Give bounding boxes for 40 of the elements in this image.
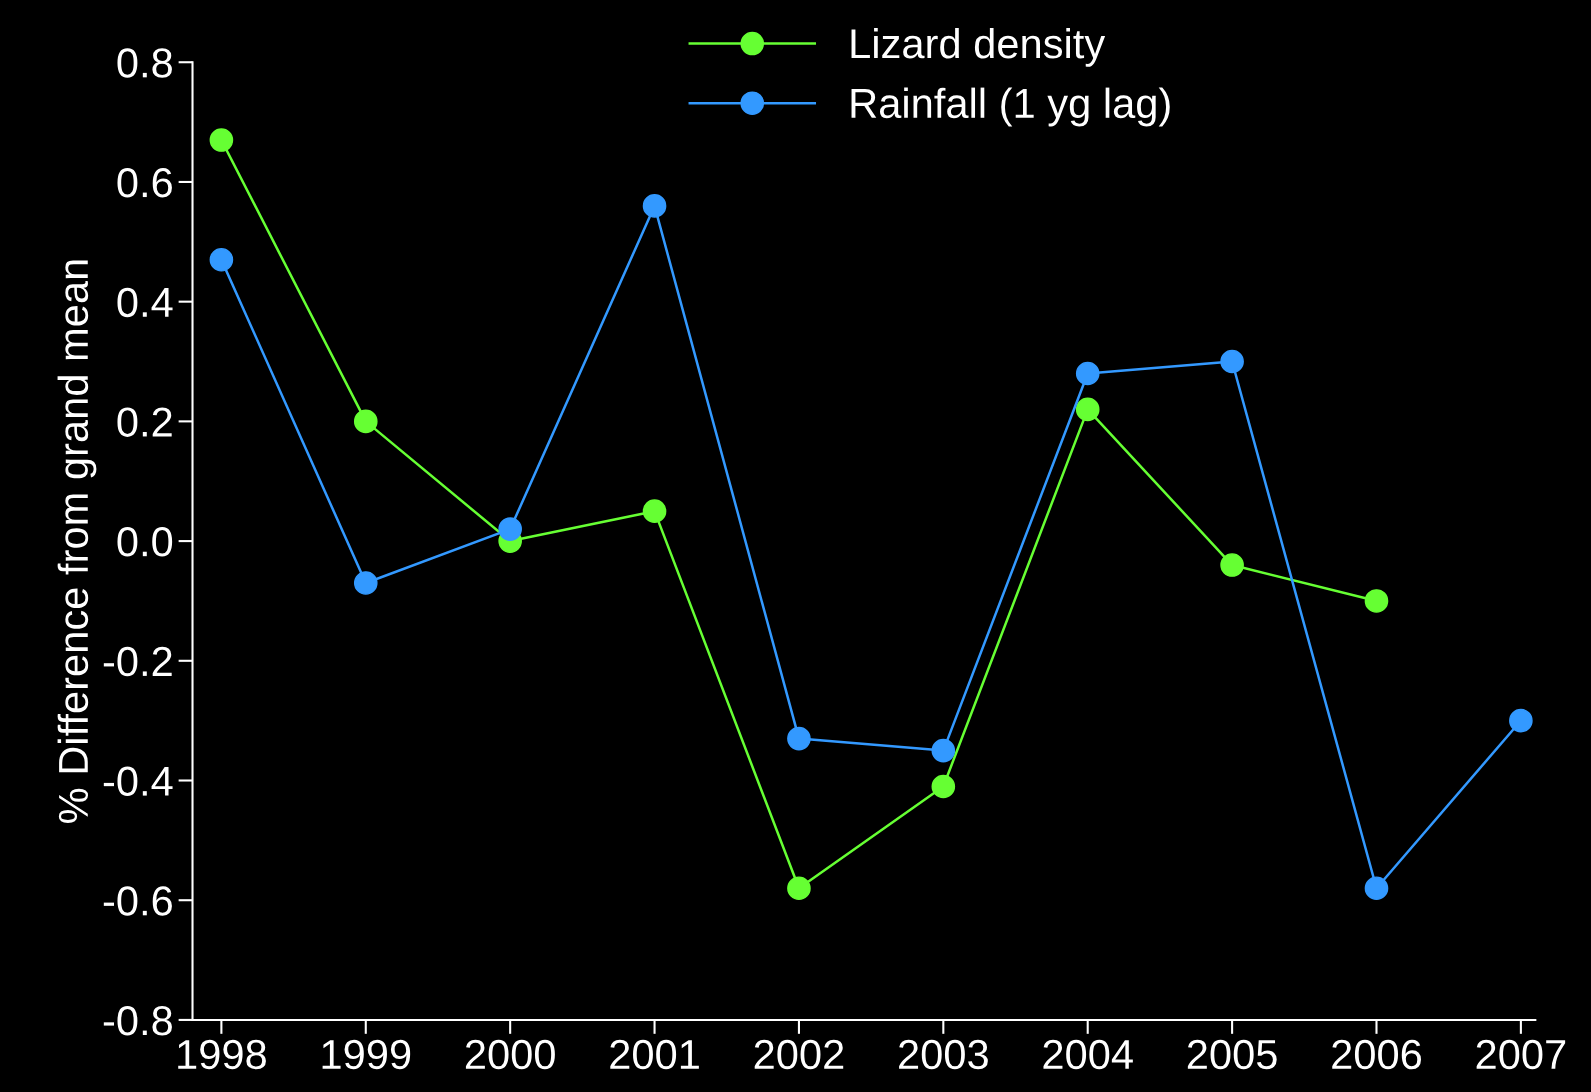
y-tick-label: 0.6 <box>117 167 172 198</box>
point <box>642 499 667 523</box>
x-tick-label: 1998 <box>178 1039 266 1070</box>
point <box>1075 397 1100 422</box>
y-tick-label: -0.6 <box>103 886 172 916</box>
x-tick-label: 2003 <box>899 1039 988 1070</box>
x-tick-label: 1999 <box>322 1039 411 1070</box>
y-tick-label: 0.4 <box>117 287 173 318</box>
x-tick-label: 2007 <box>1476 1039 1566 1070</box>
point <box>498 517 522 541</box>
y-tick-label: 0.2 <box>117 407 172 437</box>
point <box>1075 361 1100 386</box>
y-tick-label: -0.4 <box>103 766 173 797</box>
point <box>1220 553 1244 577</box>
point <box>353 571 378 595</box>
point <box>353 409 378 434</box>
point <box>209 128 234 152</box>
x-tick-label: 2005 <box>1187 1039 1277 1070</box>
point <box>1509 708 1533 733</box>
point <box>931 738 956 763</box>
x-tick-label: 2001 <box>610 1039 699 1070</box>
x-tick-label: 2000 <box>465 1039 555 1070</box>
point <box>787 876 811 901</box>
x-tick-label: 2002 <box>754 1039 844 1070</box>
legend-label: Rainfall (1 yg lag) <box>851 87 1170 127</box>
point <box>1220 349 1244 374</box>
point <box>642 194 667 218</box>
legend-label: Lizard density <box>851 27 1106 67</box>
x-tick-label: 2006 <box>1332 1039 1422 1070</box>
x-tick-label: 2004 <box>1043 1039 1133 1070</box>
y-tick-label: -0.2 <box>103 646 172 677</box>
y-axis-title: % Difference from grand mean <box>57 260 97 823</box>
y-tick-label: 0.8 <box>117 48 172 78</box>
y-tick-label: -0.8 <box>103 1005 172 1036</box>
point <box>1364 876 1389 901</box>
point <box>209 247 234 272</box>
point <box>787 726 811 751</box>
y-tick-label: 0.0 <box>117 527 173 557</box>
point <box>1364 589 1389 613</box>
point <box>931 774 956 799</box>
